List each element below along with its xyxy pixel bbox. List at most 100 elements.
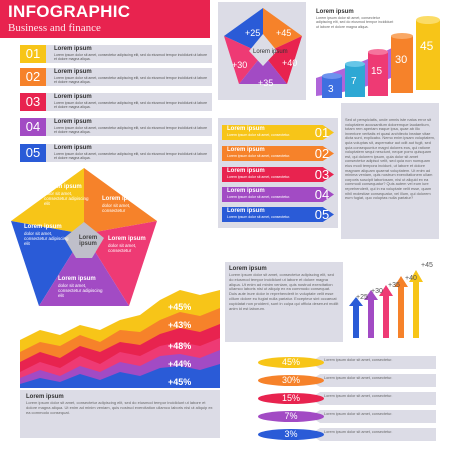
page-title: INFOGRAPHIC	[8, 2, 131, 21]
wave-value: +48%	[168, 341, 192, 351]
list-item: 01 Lorem ipsum Lorem ipsum dolor sit amet…	[20, 45, 212, 63]
arrow-item: Lorem ipsum Lorem ipsum dolor sit amet, c…	[222, 207, 334, 222]
arrow-text: Lorem ipsum dolor sit amet, consectetur.	[227, 215, 291, 219]
up-arrow-label: +40	[405, 275, 417, 282]
list-number: 02	[20, 68, 46, 86]
pentagon-center	[249, 34, 277, 66]
list-title: Lorem ipsum	[54, 69, 92, 75]
pentagon-center	[64, 222, 104, 258]
up-arrow	[394, 276, 408, 338]
list-text: Lorem ipsum dolor sit amet, consectetur …	[54, 101, 208, 109]
arrow-title: Lorem ipsum	[227, 168, 265, 174]
arrow-title: Lorem ipsum	[227, 126, 265, 132]
arrow-number: 01	[314, 125, 330, 140]
percent-row: Lorem ipsum dolor sit amet, consectetur.…	[258, 410, 436, 423]
list-item: 04 Lorem ipsum Lorem ipsum dolor sit amet…	[20, 118, 212, 136]
arrow-text: Lorem ipsum dolor sit amet, consectetur.	[227, 154, 291, 158]
arrow-number: 04	[314, 187, 330, 202]
list-text: Lorem ipsum dolor sit amet, consectetur …	[54, 152, 208, 160]
big-pentagon-label: Lorem ipsum dolor sit amet, consectetur …	[24, 224, 69, 246]
pentagon-center-label: Lorem ipsum	[253, 49, 288, 55]
percent-pill: 7%	[258, 411, 324, 422]
bottom-text-title: Lorem ipsum	[26, 394, 64, 400]
wave-band	[20, 364, 220, 388]
percent-row-text: Lorem ipsum dolor sit amet, consectetur.	[324, 412, 393, 416]
cylinder-chart: 3 7 15 30 45	[316, 16, 440, 98]
percent-pill: 30%	[258, 375, 324, 386]
percent-row-text: Lorem ipsum dolor sit amet, consectetur.	[324, 430, 393, 434]
mid-text-panel: Lorem ipsum Lorem ipsum dolor sit amet, …	[225, 262, 343, 342]
up-arrow	[364, 290, 378, 338]
right-text-body: Sed ut perspiciatis, unde omnis iste nat…	[345, 117, 435, 201]
cylinder	[322, 76, 342, 98]
percent-pill: 45%	[258, 357, 324, 368]
up-arrow-label: +45	[421, 262, 433, 269]
arrow-item: Lorem ipsum Lorem ipsum dolor sit amet, c…	[222, 187, 334, 202]
percent-row: Lorem ipsum dolor sit amet, consectetur.…	[258, 374, 436, 387]
up-arrow-label: +25	[356, 294, 368, 301]
up-arrow	[379, 285, 393, 338]
cylinder-value: 3	[328, 84, 334, 95]
mid-text-title: Lorem ipsum	[229, 266, 267, 272]
pentagon-value: +30	[232, 60, 247, 70]
list-number: 05	[20, 144, 46, 162]
list-title: Lorem ipsum	[54, 119, 92, 125]
up-arrow	[349, 297, 363, 338]
top-text-body: Lorem ipsum dolor sit amet, consectetur …	[316, 16, 394, 29]
arrow-item: Lorem ipsum Lorem ipsum dolor sit amet, c…	[222, 125, 334, 140]
pentagon-segment	[224, 36, 263, 84]
cylinder	[391, 36, 413, 93]
right-text-panel: Sed ut perspiciatis, unde omnis iste nat…	[341, 103, 439, 239]
header-banner: INFOGRAPHIC Business and finance	[0, 0, 210, 38]
cylinder-value: 7	[351, 76, 357, 87]
arrow-item: Lorem ipsum Lorem ipsum dolor sit amet, c…	[222, 146, 334, 161]
percent-row: Lorem ipsum dolor sit amet, consectetur.…	[258, 392, 436, 405]
arrow-number: 02	[314, 146, 330, 161]
arrow-number: 05	[314, 207, 330, 222]
mid-text-body: Lorem ipsum dolor sit amet, consectetur …	[229, 272, 339, 311]
cylinder	[416, 20, 440, 90]
list-title: Lorem ipsum	[54, 46, 92, 52]
arrow-title: Lorem ipsum	[227, 188, 265, 194]
pentagon-value: +40	[282, 58, 297, 68]
big-pentagon-label: Lorem ipsum dolor sit amet, consectetur	[102, 196, 140, 213]
bottom-text-body: Lorem ipsum dolor sit amet, consectetur …	[26, 400, 213, 415]
page-subtitle: Business and finance	[8, 22, 101, 34]
percent-row: Lorem ipsum dolor sit amet, consectetur.…	[258, 356, 436, 369]
cylinder-value: 15	[371, 66, 383, 77]
arrow-title: Lorem ipsum	[227, 147, 265, 153]
percent-row: Lorem ipsum dolor sit amet, consectetur.…	[258, 428, 436, 441]
wave-value: +43%	[168, 320, 192, 330]
big-pentagon-center-label: Lorem ipsum	[78, 235, 98, 247]
wave-area-chart	[20, 290, 220, 388]
list-number: 04	[20, 118, 46, 136]
pentagon-segment	[11, 168, 84, 234]
arrow-text: Lorem ipsum dolor sit amet, consectetur.	[227, 175, 291, 179]
arrow-text: Lorem ipsum dolor sit amet, consectetur.	[227, 195, 291, 199]
big-pentagon-label: Lorem ipsum dolor sit amet, consectetur …	[58, 276, 103, 298]
list-text: Lorem ipsum dolor sit amet, consectetur …	[54, 126, 208, 134]
arrow-item: Lorem ipsum Lorem ipsum dolor sit amet, c…	[222, 167, 334, 182]
percent-pill: 3%	[258, 429, 324, 440]
up-arrow-label: +35	[388, 282, 400, 289]
list-number: 03	[20, 93, 46, 111]
top-text-block: Lorem ipsum Lorem ipsum dolor sit amet, …	[316, 9, 396, 29]
list-item: 03 Lorem ipsum Lorem ipsum dolor sit amet…	[20, 93, 212, 111]
small-pentagon-chart: +25 +45 +40 +35 +30 Lorem ipsum	[224, 8, 302, 88]
pentagon-segment	[224, 8, 263, 54]
list-item: 02 Lorem ipsum Lorem ipsum dolor sit amet…	[20, 68, 212, 86]
pentagon-segment	[84, 168, 157, 234]
cylinder	[368, 52, 388, 96]
list-title: Lorem ipsum	[54, 94, 92, 100]
wave-value: +45%	[168, 302, 192, 312]
list-item: 05 Lorem ipsum Lorem ipsum dolor sit amet…	[20, 144, 212, 162]
list-title: Lorem ipsum	[54, 145, 92, 151]
pentagon-value: +25	[245, 28, 260, 38]
pentagon-segment	[263, 36, 302, 84]
up-arrows-chart	[349, 270, 423, 338]
pentagon-value: +45	[276, 28, 291, 38]
list-text: Lorem ipsum dolor sit amet, consectetur …	[54, 53, 208, 61]
up-arrow-label: +30	[371, 288, 383, 295]
wave-value: +44%	[168, 359, 192, 369]
cylinder-value: 45	[420, 39, 434, 53]
